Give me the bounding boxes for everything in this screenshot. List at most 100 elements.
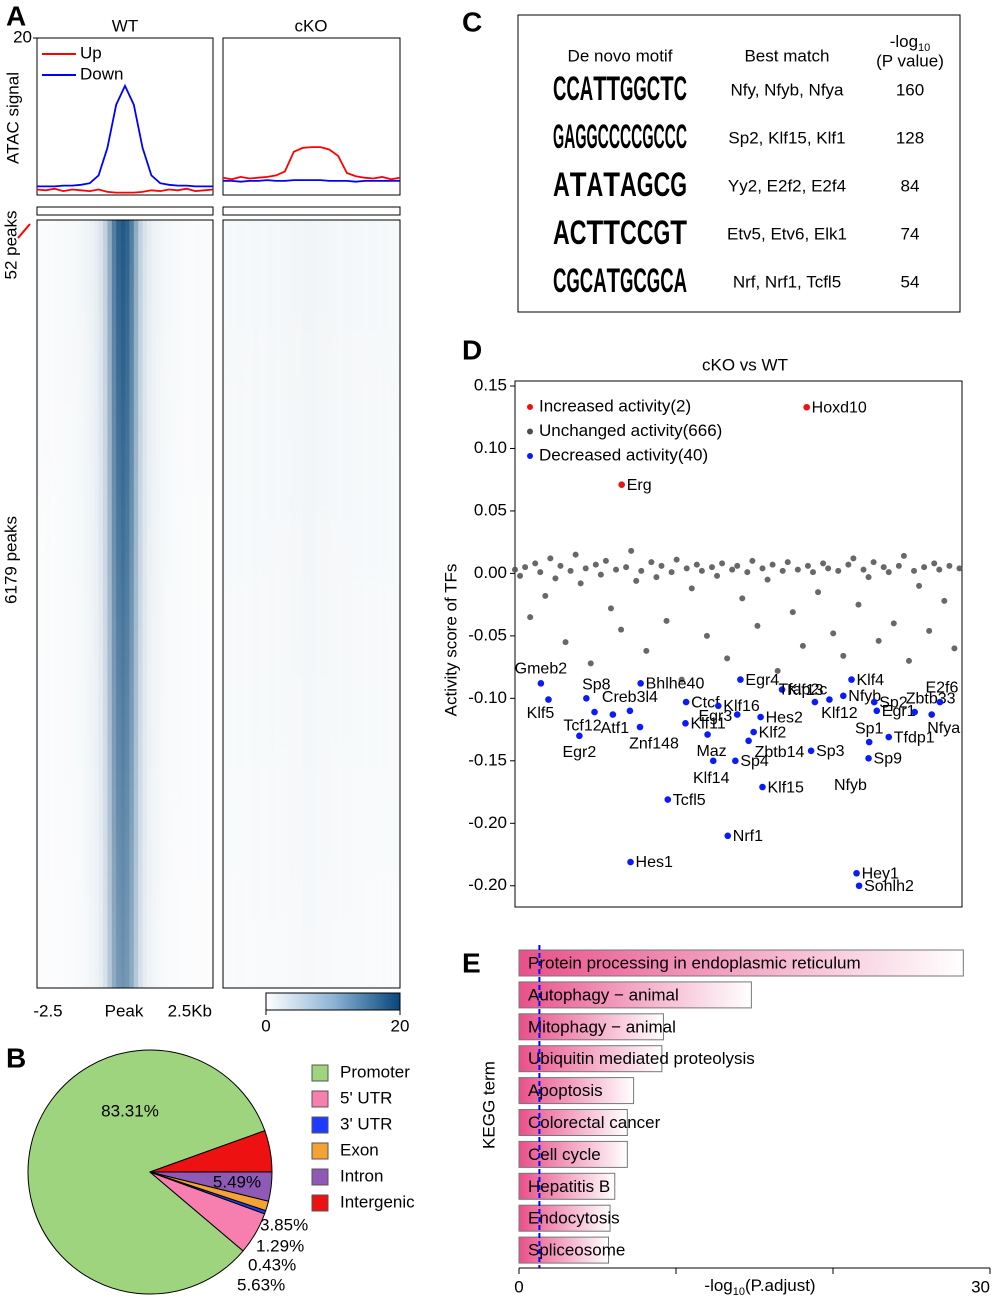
profile-title: WT xyxy=(112,16,138,35)
motif-letter: C xyxy=(631,117,642,155)
point-label: Hes1 xyxy=(636,854,673,871)
point-label: Egr4 xyxy=(745,672,779,689)
motif-letter: C xyxy=(676,117,687,155)
motif-letter: G xyxy=(670,165,687,203)
bar-label: Hepatitis B xyxy=(528,1177,610,1196)
point xyxy=(826,696,833,703)
legend-swatch xyxy=(527,453,533,459)
profile-frame xyxy=(222,37,401,196)
subscript: 10 xyxy=(733,1286,745,1298)
point xyxy=(759,783,766,791)
point xyxy=(885,733,893,741)
legend-swatch xyxy=(527,428,533,435)
point xyxy=(951,645,958,652)
point xyxy=(693,561,700,568)
bar xyxy=(518,1172,616,1200)
bar xyxy=(518,1204,611,1232)
y-tick-label: -0.05 xyxy=(468,625,507,644)
y-tick-label: -0.20 xyxy=(468,875,507,894)
legend-swatch xyxy=(311,1168,329,1186)
y-axis-label: KEGG term xyxy=(479,1061,498,1149)
legend-label: Exon xyxy=(340,1140,379,1159)
legend-label: Promoter xyxy=(340,1062,410,1081)
bar xyxy=(518,1109,628,1136)
group-label: 6179 peaks xyxy=(1,516,20,604)
bar xyxy=(518,1077,635,1105)
point xyxy=(698,567,705,574)
motif-letter: C xyxy=(654,117,665,155)
point xyxy=(557,562,564,569)
point-label: Gmeb2 xyxy=(515,661,568,678)
bar-label: Ubiquitin mediated proteolysis xyxy=(528,1049,755,1068)
point-label: Bhlhe40 xyxy=(646,676,705,693)
point xyxy=(840,692,847,700)
point xyxy=(764,576,771,583)
motif-letter: A xyxy=(553,213,570,251)
bar-label: Spliceosome xyxy=(528,1241,625,1260)
point xyxy=(527,614,534,621)
point xyxy=(936,566,943,573)
point xyxy=(703,632,710,639)
x-tick-label: 0 xyxy=(514,1277,523,1296)
value-label: 1.29% xyxy=(256,1236,304,1255)
point xyxy=(865,574,872,581)
motif-letter: T xyxy=(603,165,620,203)
legend-label: Unchanged activity(666) xyxy=(539,421,722,440)
point xyxy=(583,695,590,702)
best-match: Yy2, E2f2, E2f4 xyxy=(728,176,846,195)
point xyxy=(636,723,644,731)
chart-title: cKO vs WT xyxy=(702,355,788,374)
heatmap-frame xyxy=(36,219,214,989)
point xyxy=(607,605,614,612)
point xyxy=(732,757,739,765)
legend-label: 5' UTR xyxy=(340,1088,392,1107)
point xyxy=(946,562,953,569)
point-label: E2f6 xyxy=(925,679,958,696)
point xyxy=(724,655,731,662)
legend-label: 3' UTR xyxy=(340,1114,392,1133)
point xyxy=(537,569,544,576)
bar-label: Protein processing in endoplasmic reticu… xyxy=(528,953,861,972)
motif-letter: G xyxy=(647,261,660,299)
motif-letter: A xyxy=(553,165,570,203)
bar-label: Apoptosis xyxy=(528,1081,603,1100)
x-tick-label: -2.5 xyxy=(33,1001,62,1020)
best-match: Etv5, Etv6, Elk1 xyxy=(727,224,847,243)
profile-line xyxy=(223,179,400,183)
point xyxy=(784,559,791,566)
p-value: 128 xyxy=(896,128,924,147)
point xyxy=(638,567,645,574)
motif-letter: C xyxy=(620,213,637,251)
point xyxy=(807,747,815,755)
point xyxy=(875,637,882,644)
text-part: -log xyxy=(704,1276,732,1295)
motif-letter: A xyxy=(620,165,637,203)
motif-letter: C xyxy=(654,165,671,203)
point xyxy=(627,858,634,866)
point xyxy=(714,702,722,710)
point xyxy=(860,566,867,573)
y-tick-label: -0.15 xyxy=(468,750,507,769)
point xyxy=(916,582,923,589)
legend-swatch xyxy=(311,1090,329,1108)
profile-frame xyxy=(36,37,214,196)
motif-letter: T xyxy=(587,213,604,251)
point xyxy=(729,566,736,573)
motif-letter: C xyxy=(637,213,654,251)
y-axis-label: Activity score of TFs xyxy=(441,564,460,717)
bar-label: Colorectal cancer xyxy=(528,1113,661,1132)
point-label: Sp3 xyxy=(816,743,845,760)
annotation: Nfyb xyxy=(834,777,867,794)
point-label: Tcf12 xyxy=(563,717,601,734)
point xyxy=(810,569,816,576)
motif-letter: A xyxy=(564,117,575,155)
point xyxy=(653,574,660,581)
point xyxy=(683,565,690,572)
legend-label: Up xyxy=(80,43,102,62)
motif-letter: C xyxy=(674,69,687,107)
point xyxy=(774,667,781,674)
point xyxy=(542,592,549,599)
point-label: Sp8 xyxy=(582,677,611,694)
x-axis-label: -log10(P.adjust) xyxy=(704,1276,815,1297)
point-label: Tfap2c xyxy=(778,681,827,698)
